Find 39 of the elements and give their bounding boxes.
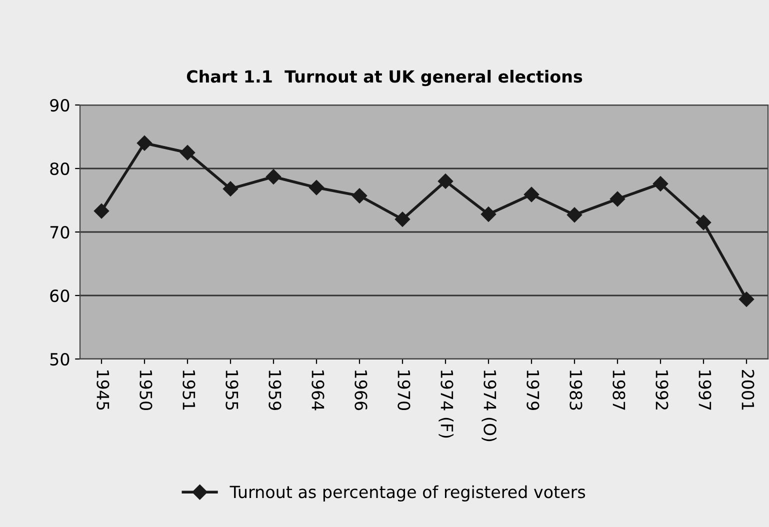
x-tick-label: 1951 (182, 370, 196, 410)
x-tick-label: 1945 (96, 370, 110, 410)
point (394, 212, 410, 227)
y-tick-label: 80 (50, 162, 70, 176)
x-tick-label: 1950 (140, 370, 152, 410)
legend-label: Turnout as percentage of registered voters (230, 485, 586, 502)
point (308, 180, 324, 196)
chart-title: Chart 1.1 Turnout at UK general elections (186, 70, 582, 86)
x-tick-label: 1979 (526, 370, 540, 410)
x-tick-label: 1970 (398, 370, 410, 410)
point (652, 176, 668, 192)
x-tick-label: 1974 (O) (482, 370, 497, 442)
x-tick-label: 1964 (312, 370, 324, 410)
x-tick-label: 1987 (612, 370, 626, 410)
point (480, 206, 496, 222)
x-tick-label: 1974 (F) (438, 370, 454, 438)
x-tick-label: 2001 (742, 370, 754, 410)
point (180, 145, 196, 160)
x-tick-label: 1966 (354, 370, 368, 410)
y-tick-label: 90 (50, 98, 70, 112)
point (266, 169, 282, 184)
point (222, 181, 238, 196)
x-tick-label: 1997 (698, 370, 712, 410)
y-tick-label: 50 (50, 352, 70, 366)
point (136, 136, 152, 151)
point (94, 203, 110, 219)
point (738, 292, 754, 307)
x-tick-label: 1983 (570, 370, 582, 410)
y-tick-label: 60 (50, 289, 70, 302)
x-tick-label: 1992 (656, 370, 668, 410)
point (524, 186, 540, 202)
point (352, 188, 368, 204)
point (438, 174, 454, 189)
point (566, 207, 582, 222)
x-tick-label: 1959 (268, 370, 282, 410)
point (696, 214, 712, 230)
x-tick-label: 1955 (226, 370, 238, 410)
point (610, 191, 626, 207)
y-tick-label: 70 (50, 226, 70, 239)
